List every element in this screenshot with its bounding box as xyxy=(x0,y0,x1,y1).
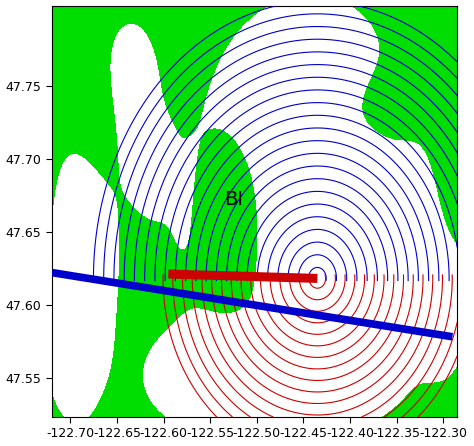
Text: BI: BI xyxy=(224,190,243,209)
